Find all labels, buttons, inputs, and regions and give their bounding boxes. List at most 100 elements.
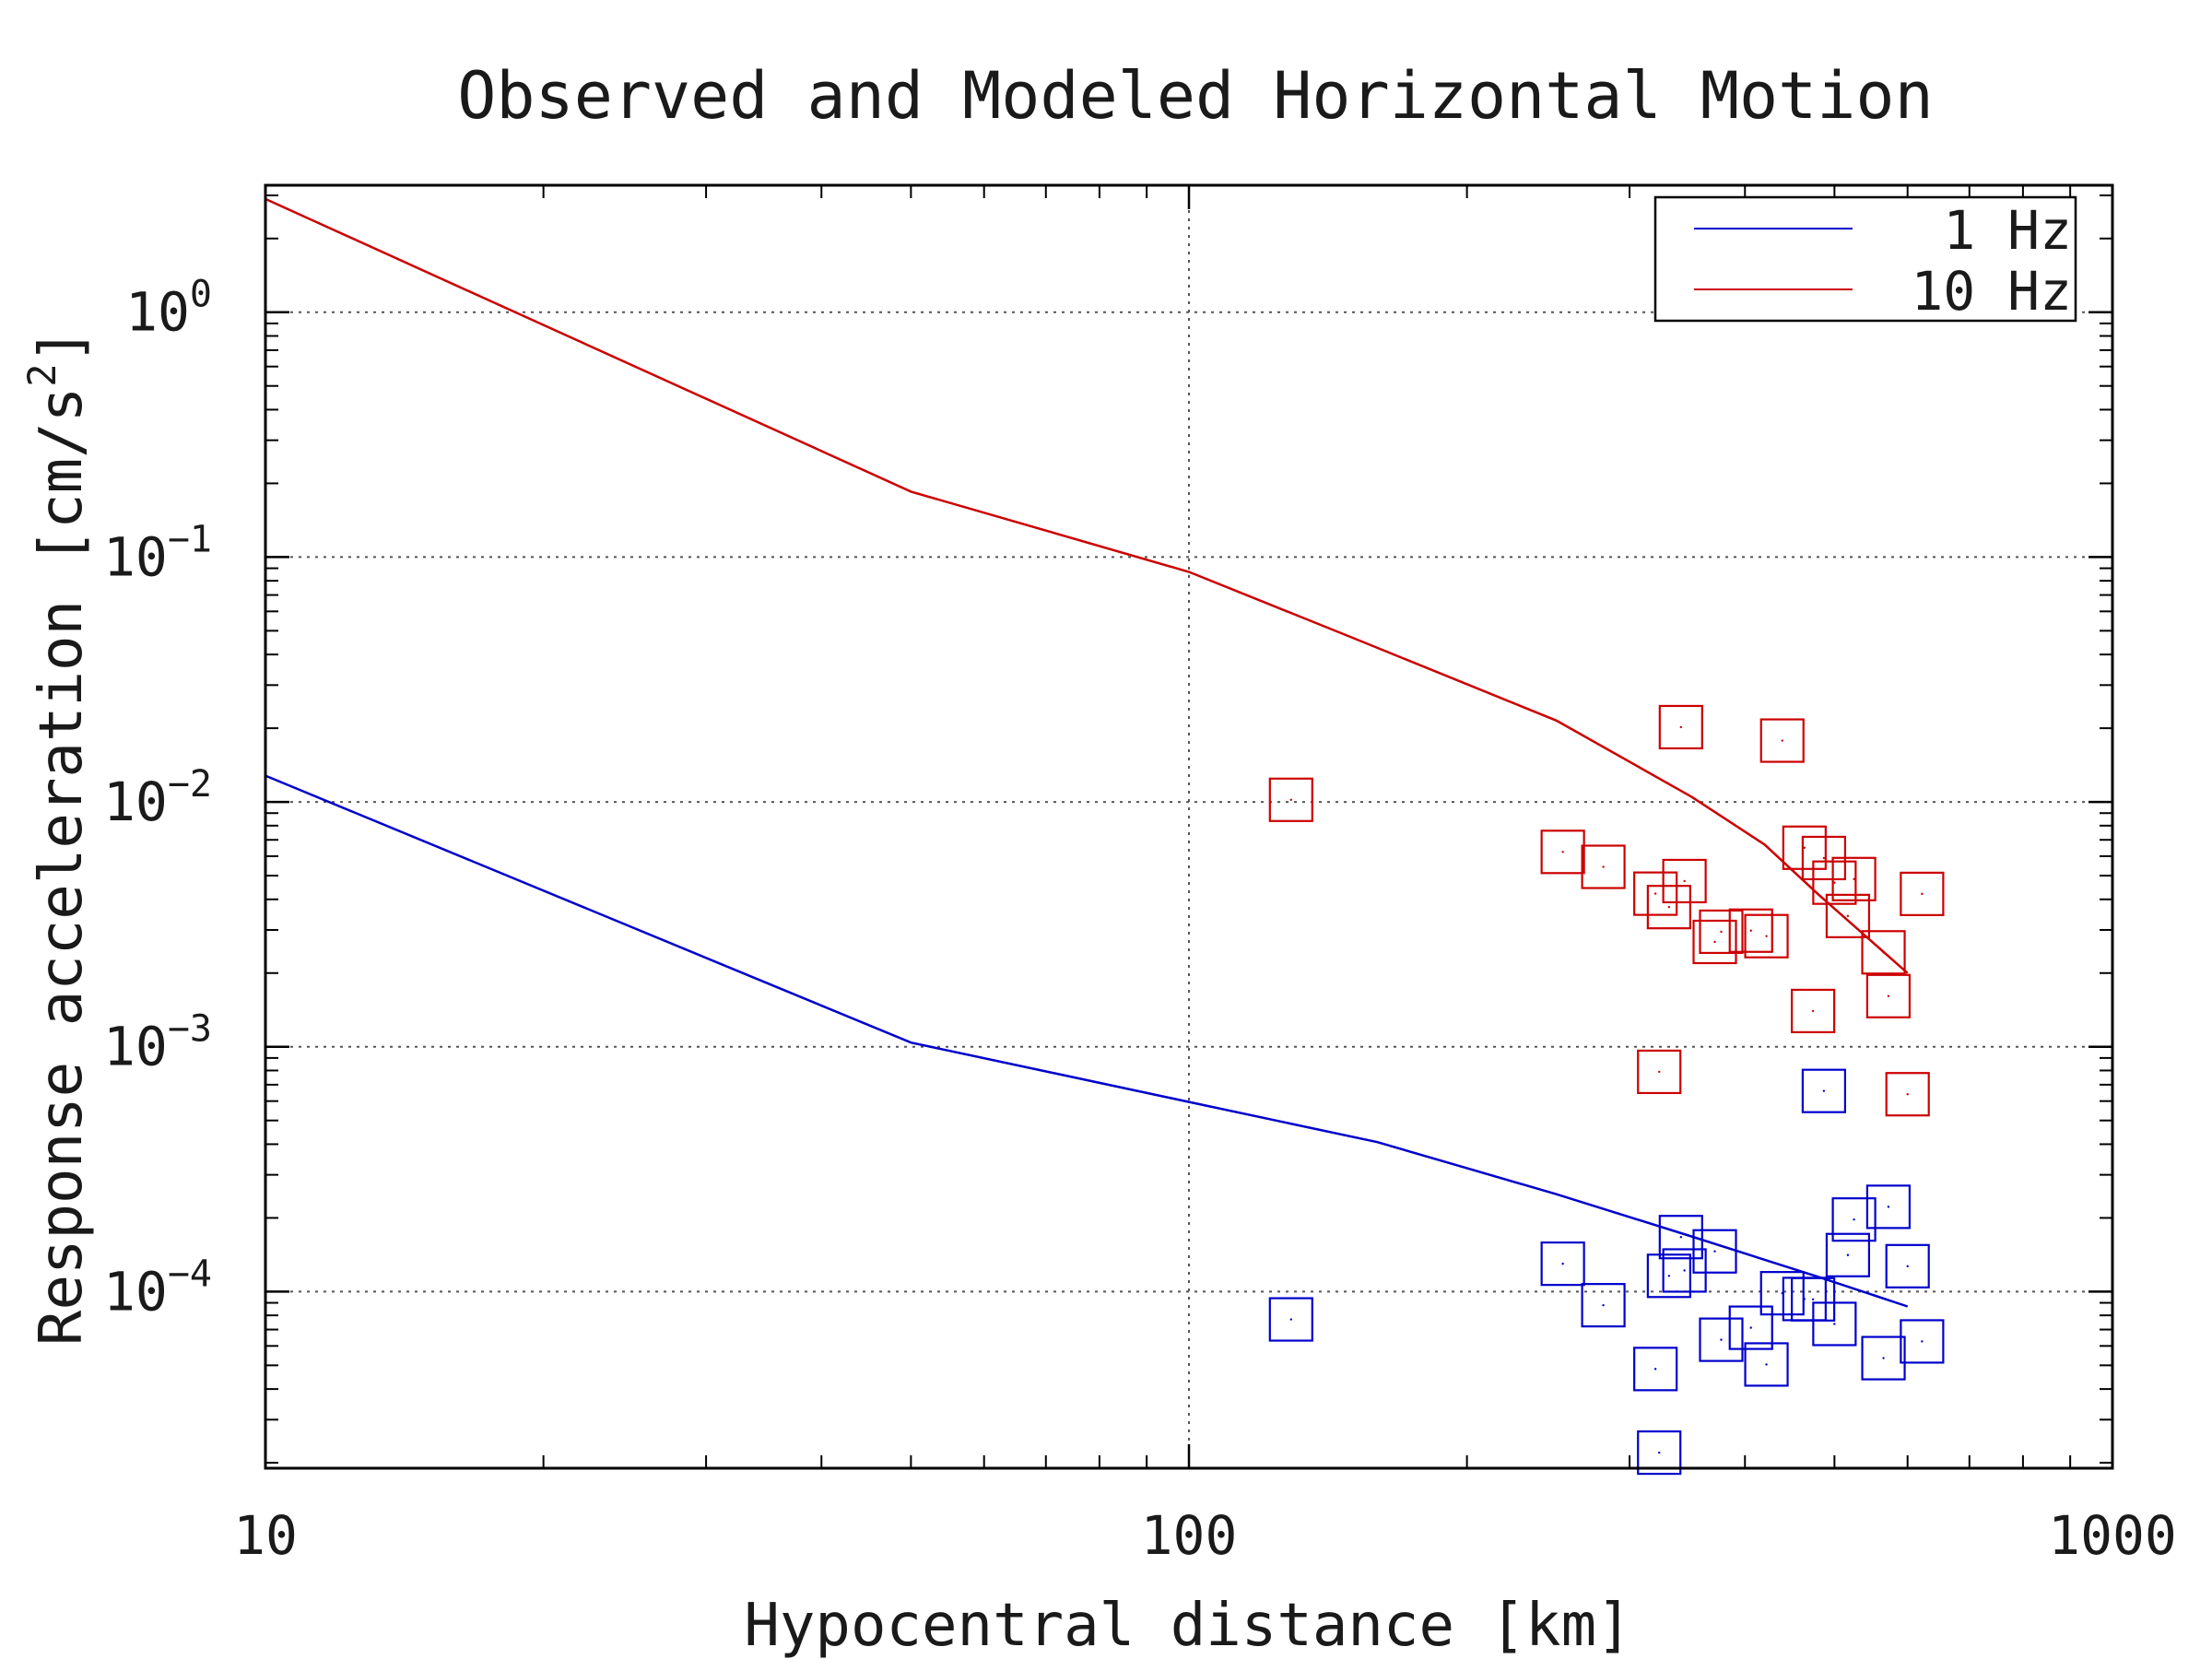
y-tick-label: 10−4 (103, 1253, 212, 1323)
observed-point-10hz (1692, 919, 1737, 965)
observed-point-center-10hz (1822, 856, 1826, 860)
observed-point-1hz (1699, 1317, 1744, 1362)
observed-point-center-10hz (1289, 798, 1293, 801)
observed-point-center-1hz (1811, 1298, 1815, 1300)
observed-point-1hz (1885, 1243, 1930, 1288)
observed-point-1hz (1646, 1253, 1691, 1299)
observed-point-1hz (1658, 1215, 1703, 1260)
observed-point-center-1hz (1822, 1089, 1826, 1092)
observed-point-center-10hz (1811, 1009, 1815, 1013)
observed-point-center-1hz (1561, 1262, 1564, 1265)
observed-point-1hz (1728, 1305, 1773, 1350)
observed-point-center-10hz (1906, 1093, 1909, 1096)
observed-point-1hz (1662, 1248, 1707, 1293)
observed-point-center-10hz (1749, 929, 1752, 932)
model-line-1hz (265, 774, 1909, 1308)
observed-point-10hz (1646, 885, 1691, 930)
observed-point-center-10hz (1781, 739, 1783, 742)
x-tick-label: 100 (1141, 1504, 1238, 1567)
observed-point-10hz (1744, 913, 1789, 959)
observed-point-center-10hz (1667, 905, 1671, 909)
observed-point-center-1hz (1853, 1218, 1855, 1221)
plot-frame (264, 183, 2114, 1470)
legend-label-10hz: 10 Hz (1911, 260, 2072, 323)
observed-point-center-10hz (1653, 892, 1657, 895)
y-tick-labels: 100 10−1 10−2 10−3 10−4 (103, 274, 212, 1324)
legend-label-1hz: 1 Hz (1943, 199, 2072, 262)
y-tick-label: 10−2 (103, 763, 212, 833)
observed-point-10hz (1268, 777, 1313, 822)
series-lines (265, 197, 1909, 1308)
observed-point-center-10hz (1602, 865, 1605, 868)
observed-point-10hz (1831, 856, 1877, 901)
observed-point-center-10hz (1765, 935, 1768, 937)
observed-point-10hz (1581, 844, 1626, 889)
y-tick-label: 100 (125, 274, 212, 344)
observed-point-center-1hz (1833, 1323, 1836, 1325)
x-tick-labels: 10 100 1000 (233, 1504, 2177, 1567)
legend: 1 Hz 10 Hz (1653, 195, 2077, 323)
observed-point-center-10hz (1833, 881, 1836, 884)
observed-point-center-1hz (1658, 1451, 1661, 1454)
model-line-10hz (265, 197, 1909, 974)
observed-point-center-1hz (1679, 1236, 1683, 1239)
legend-box (1653, 195, 2077, 323)
observed-point-1hz (1268, 1297, 1313, 1342)
observed-point-center-1hz (1683, 1269, 1686, 1272)
observed-point-center-1hz (1720, 1338, 1723, 1341)
observed-point-center-10hz (1561, 851, 1564, 853)
observed-point-1hz (1692, 1229, 1737, 1274)
chart-title: Observed and Modeled Horizontal Motion (457, 58, 1933, 134)
observed-point-10hz (1699, 909, 1744, 955)
observed-point-1hz (1812, 1301, 1857, 1347)
x-tick-label: 1000 (2048, 1504, 2177, 1567)
observed-point-1hz (1861, 1335, 1906, 1381)
observed-point-center-10hz (1887, 994, 1890, 997)
y-tick-label: 10−1 (103, 518, 212, 588)
y-axis-label: Response acceleration [cm/s2] (19, 328, 96, 1346)
observed-point-center-1hz (1602, 1303, 1605, 1307)
observed-point-center-1hz (1882, 1357, 1885, 1359)
observed-point-center-1hz (1921, 1340, 1924, 1343)
y-axis-label-main: Response acceleration [cm/s (28, 387, 96, 1346)
observed-point-center-1hz (1713, 1250, 1716, 1253)
observed-point-center-1hz (1653, 1368, 1657, 1371)
observed-point-center-1hz (1289, 1318, 1293, 1321)
observed-point-center-10hz (1921, 892, 1924, 896)
observed-point-10hz (1540, 830, 1585, 875)
x-axis-label: Hypocentral distance [km] (744, 1592, 1631, 1659)
observed-point-center-1hz (1667, 1275, 1671, 1277)
observed-point-center-10hz (1713, 940, 1716, 944)
observed-point-1hz (1581, 1283, 1626, 1328)
observed-point-center-1hz (1906, 1265, 1909, 1268)
y-axis-label-end: ] (28, 328, 96, 364)
observed-point-10hz (1658, 704, 1703, 750)
series-points (1268, 704, 1945, 1476)
observed-point-10hz (1791, 988, 1836, 1034)
observed-point-10hz (1633, 871, 1678, 916)
observed-point-center-10hz (1683, 879, 1686, 883)
observed-point-center-10hz (1658, 1070, 1661, 1074)
observed-point-1hz (1637, 1430, 1682, 1476)
observed-point-10hz (1865, 973, 1912, 1018)
observed-point-center-10hz (1846, 914, 1850, 918)
observed-point-10hz (1662, 858, 1707, 904)
observed-point-10hz (1782, 825, 1827, 870)
observed-point-1hz (1831, 1197, 1877, 1242)
observed-point-1hz (1865, 1184, 1912, 1230)
grid (265, 185, 2112, 1468)
observed-point-center-10hz (1853, 877, 1855, 880)
observed-point-10hz (1900, 871, 1945, 916)
observed-point-10hz (1759, 718, 1805, 763)
observed-point-center-10hz (1679, 725, 1683, 729)
observed-point-1hz (1759, 1271, 1805, 1316)
observed-point-1hz (1540, 1241, 1585, 1287)
observed-point-center-10hz (1720, 930, 1723, 934)
observed-point-10hz (1861, 930, 1906, 975)
observed-point-10hz (1885, 1072, 1930, 1117)
observed-point-center-10hz (1803, 846, 1806, 849)
observed-point-center-1hz (1846, 1253, 1850, 1256)
observed-point-1hz (1801, 1068, 1847, 1113)
observed-point-center-10hz (1882, 951, 1885, 954)
